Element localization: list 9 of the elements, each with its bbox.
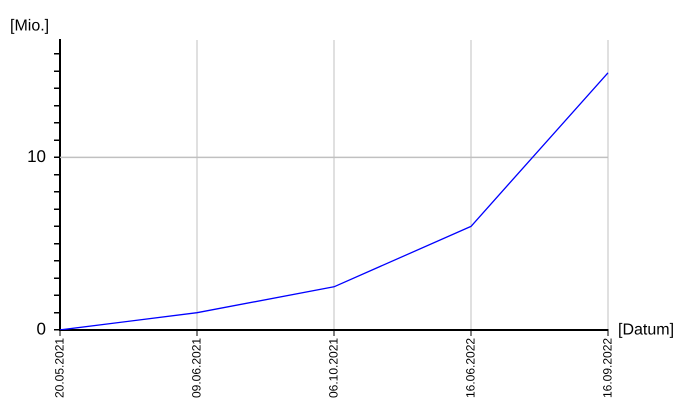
x-tick-label: 09.06.2021 [189, 338, 204, 398]
x-tick-label: 06.10.2021 [326, 338, 340, 398]
y-axis-title: [Mio.] [10, 17, 50, 34]
y-tick-label: 10 [27, 147, 46, 166]
x-axis-title: [Datum] [618, 321, 674, 338]
x-tick-label: 16.09.2022 [600, 338, 614, 398]
x-tick-label: 16.06.2022 [463, 338, 478, 398]
y-tick-label: 0 [36, 320, 46, 339]
x-tick-label: 20.05.2021 [52, 338, 66, 398]
